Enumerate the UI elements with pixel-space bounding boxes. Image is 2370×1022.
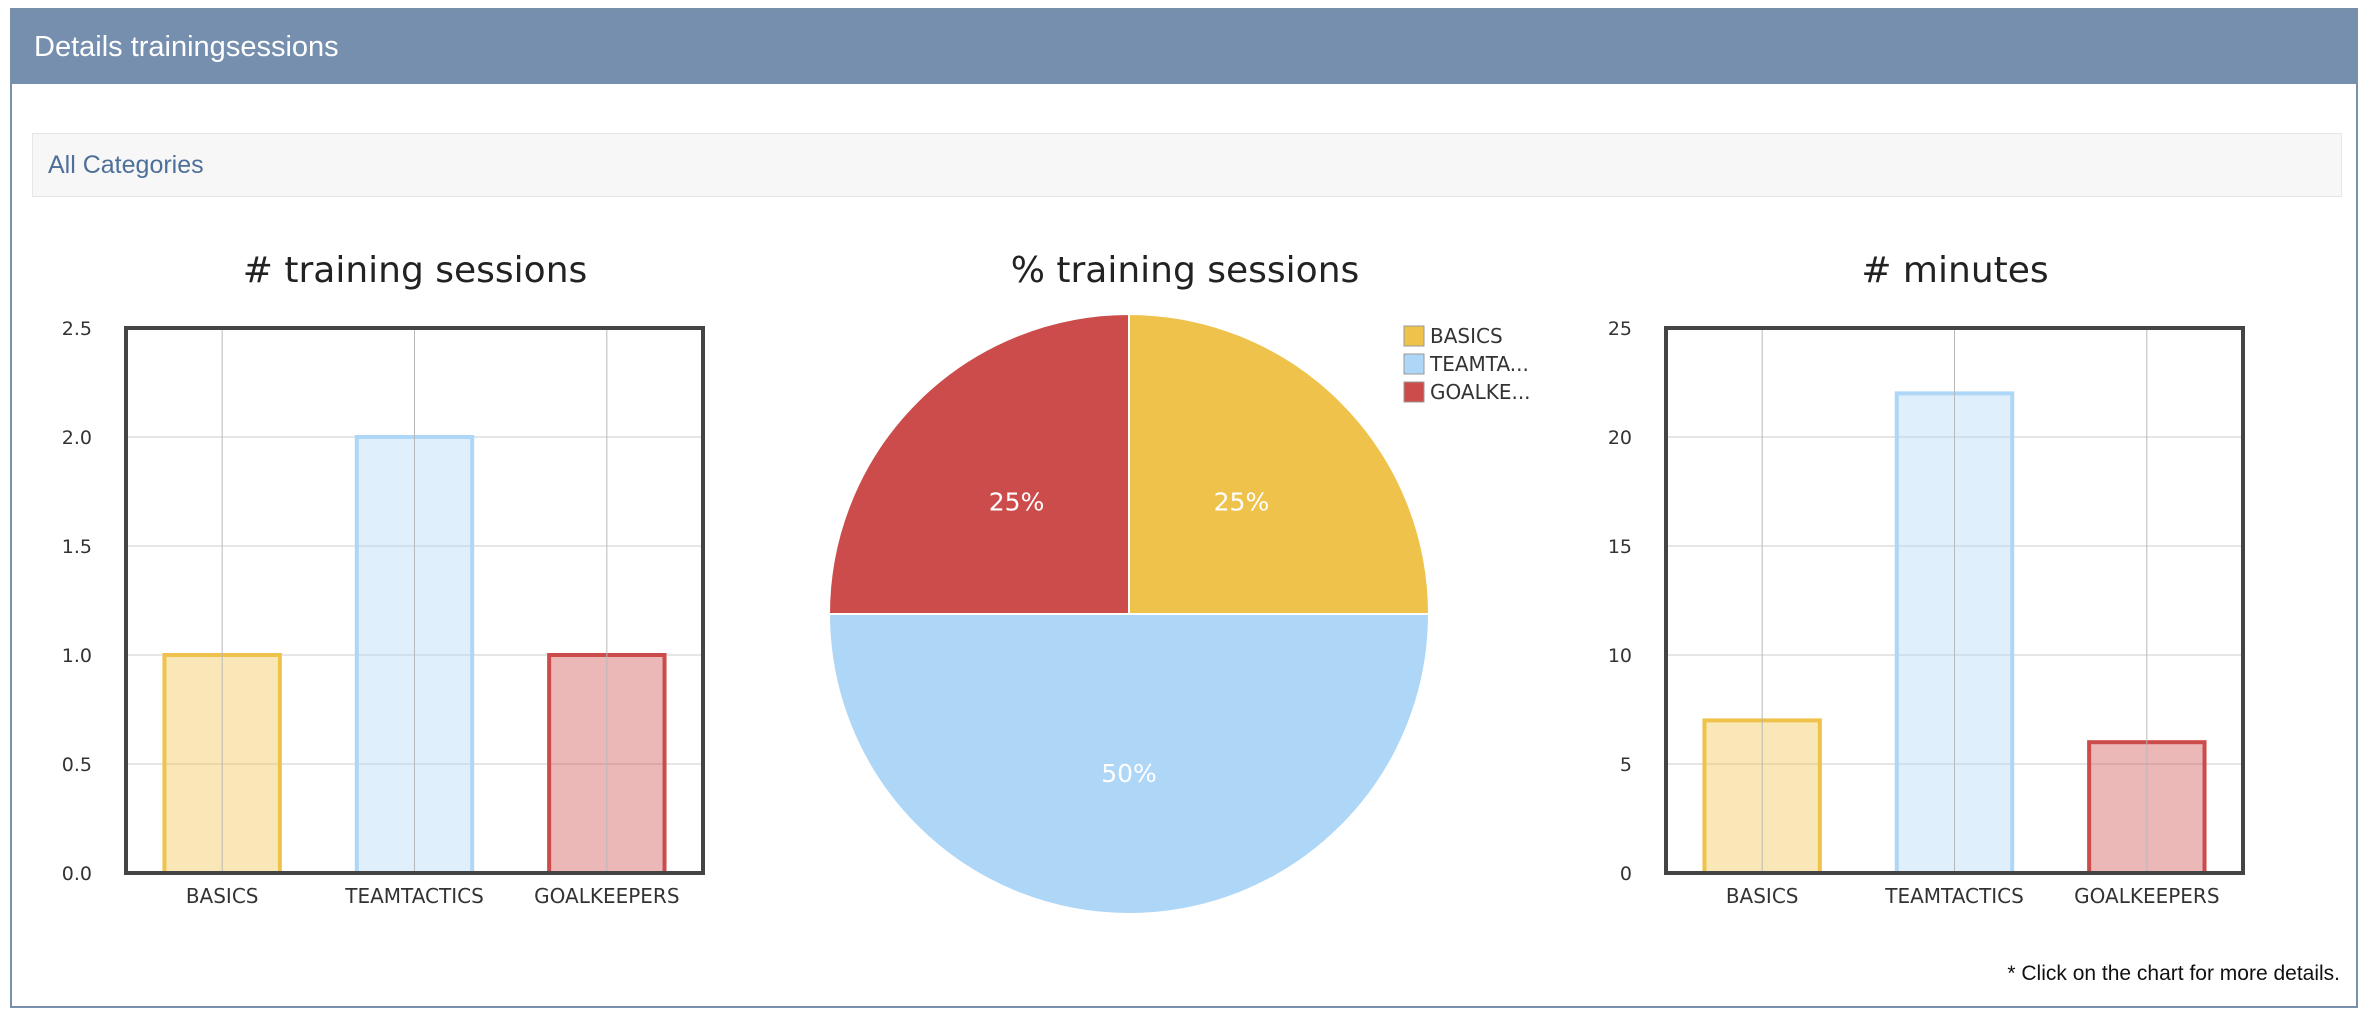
pie-slice-2[interactable] [827, 312, 1130, 615]
legend-label: GOALKE... [1430, 380, 1531, 404]
chart-footnote: * Click on the chart for more details. [2007, 962, 2340, 985]
pie-value-label: 25% [1214, 488, 1270, 517]
y-tick-label: 2.0 [62, 427, 92, 449]
pie-slice-0[interactable] [1128, 312, 1431, 615]
plot-frame [1664, 326, 2245, 875]
pie-value-label: 25% [989, 488, 1045, 517]
x-tick-label: GOALKEEPERS [534, 884, 679, 908]
chart-title-percent: % training sessions [1010, 250, 1360, 291]
panel-title: Details trainingsessions [12, 10, 2356, 84]
y-tick-label: 0.5 [62, 754, 92, 776]
legend-swatch [1403, 325, 1425, 347]
chart-title-sessions: # training sessions [242, 250, 588, 291]
legend-label: BASICS [1430, 324, 1503, 348]
legend-label: TEAMTA... [1429, 352, 1529, 376]
pie-value-label: 50% [1101, 759, 1157, 788]
x-tick-label: TEAMTACTICS [1884, 884, 2024, 908]
y-tick-label: 2.5 [62, 318, 92, 340]
y-tick-label: 1.5 [62, 536, 92, 558]
legend-swatch [1403, 353, 1425, 375]
y-tick-label: 0 [1620, 863, 1632, 885]
legend-swatch [1403, 381, 1425, 403]
y-tick-label: 5 [1620, 754, 1632, 776]
y-tick-label: 20 [1608, 427, 1632, 449]
chart-title-minutes: # minutes [1861, 250, 2049, 291]
x-tick-label: GOALKEEPERS [2074, 884, 2219, 908]
x-tick-label: BASICS [186, 884, 259, 908]
plot-frame [124, 326, 705, 875]
x-tick-label: BASICS [1726, 884, 1799, 908]
category-filter[interactable]: All Categories [32, 133, 2342, 197]
y-tick-label: 10 [1608, 645, 1632, 667]
pie-slice-1[interactable] [827, 613, 1431, 915]
x-tick-label: TEAMTACTICS [344, 884, 484, 908]
y-tick-label: 15 [1608, 536, 1632, 558]
y-tick-label: 0.0 [62, 863, 92, 885]
y-tick-label: 1.0 [62, 645, 92, 667]
y-tick-label: 25 [1608, 318, 1632, 340]
